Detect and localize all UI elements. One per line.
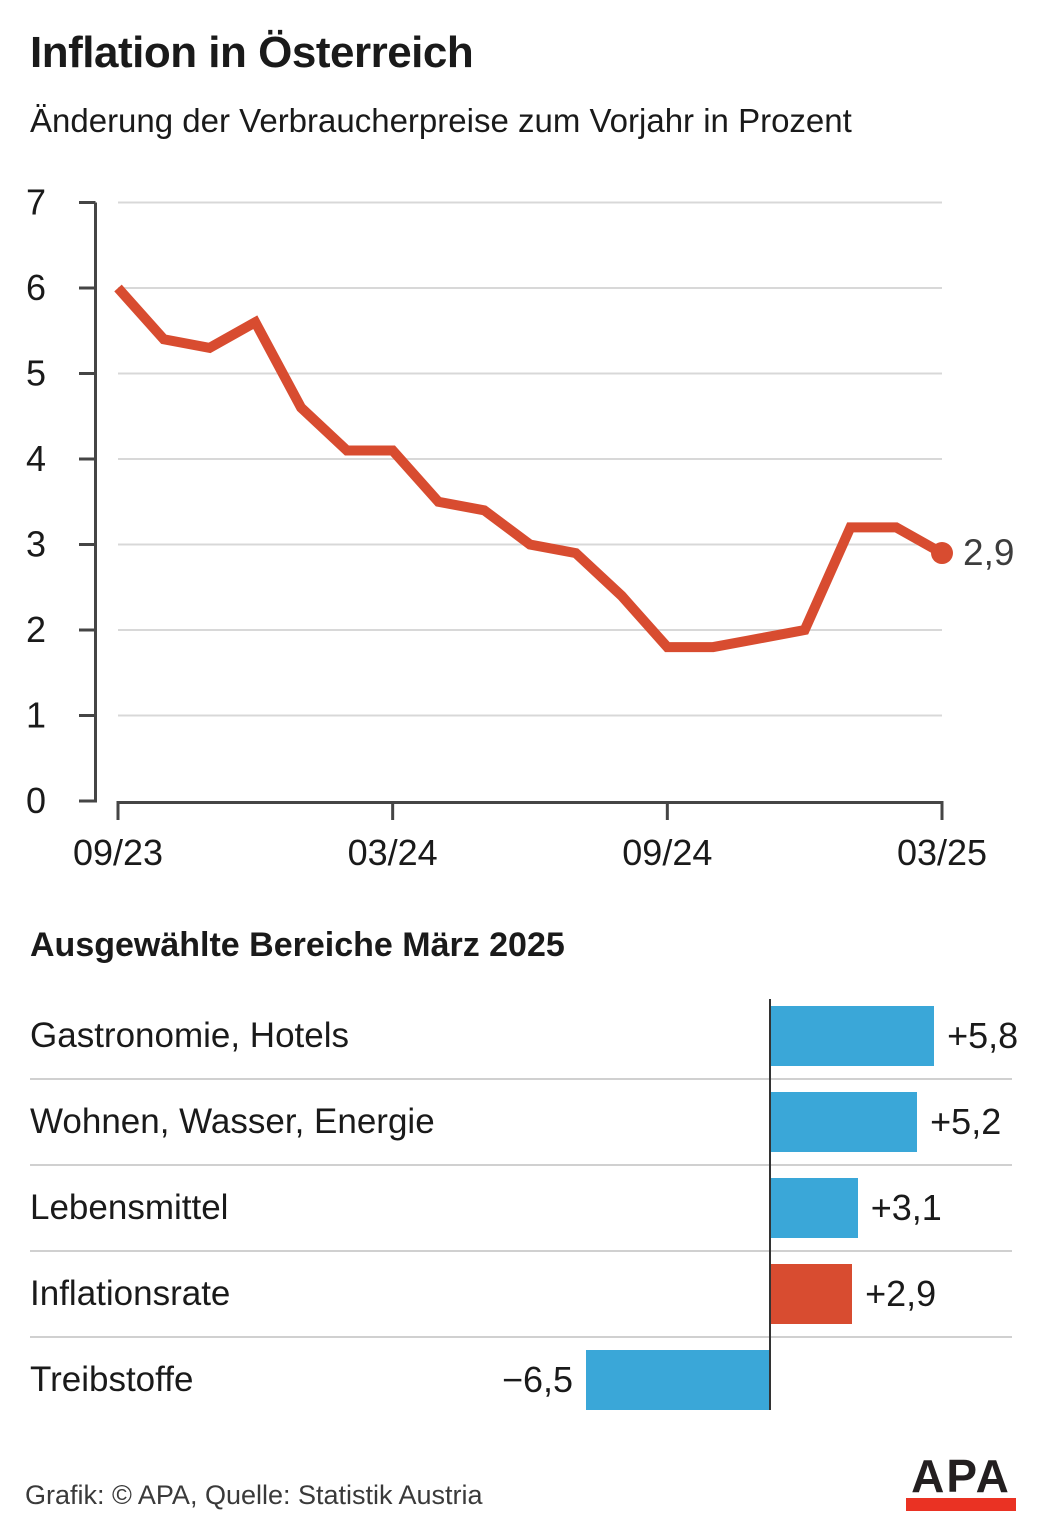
bar — [770, 1178, 858, 1238]
bar — [770, 1092, 918, 1152]
bar-value-label: +5,8 — [947, 1015, 1019, 1056]
row-separator — [30, 1078, 1012, 1080]
bar-value-label: +3,1 — [870, 1187, 942, 1228]
apa-logo: APA — [906, 1450, 1016, 1511]
y-tick-label: 3 — [26, 524, 46, 565]
bar-row-label: Wohnen, Wasser, Energie — [30, 1102, 435, 1141]
line-chart-canvas: 0 1 2 3 4 5 6 7 09/23 03/24 09/24 03/25 — [26, 182, 987, 874]
apa-logo-red-bar — [906, 1498, 1016, 1511]
row-separator — [30, 1250, 1012, 1252]
bar-row-label: Treibstoffe — [30, 1360, 194, 1399]
x-tick-label: 03/25 — [897, 832, 987, 873]
bar-row-label: Lebensmittel — [30, 1188, 229, 1227]
bar — [770, 1006, 935, 1066]
y-tick-label: 4 — [26, 438, 46, 479]
bar-row-label: Gastronomie, Hotels — [30, 1016, 350, 1055]
inflation-line-chart: 0 1 2 3 4 5 6 7 09/23 03/24 09/24 03/25 — [0, 160, 1039, 880]
x-tick-label: 03/24 — [348, 832, 438, 873]
x-tick-label: 09/24 — [622, 832, 712, 873]
bar-section-title: Ausgewählte Bereiche März 2025 — [30, 926, 565, 964]
row-separator — [30, 1336, 1012, 1338]
row-separator — [30, 1164, 1012, 1166]
bar — [586, 1350, 770, 1410]
source-credit: Grafik: © APA, Quelle: Statistik Austria — [25, 1480, 483, 1510]
apa-logo-text: APA — [911, 1450, 1011, 1502]
page-title: Inflation in Österreich — [30, 28, 474, 77]
bar-value-label: +5,2 — [930, 1101, 1002, 1142]
y-tick-label: 6 — [26, 267, 46, 308]
zero-axis-line — [769, 999, 771, 1410]
bar — [770, 1264, 853, 1324]
y-tick-label: 0 — [26, 780, 46, 821]
x-tick-label: 09/23 — [73, 832, 163, 873]
latest-point-dot — [931, 542, 953, 565]
inflation-line — [114, 284, 945, 653]
y-tick-label: 2 — [26, 609, 46, 650]
bar-value-label: +2,9 — [865, 1273, 937, 1314]
y-tick-label: 1 — [26, 695, 46, 736]
y-tick-label: 5 — [26, 353, 46, 394]
bar-value-label: −6,5 — [501, 1359, 574, 1400]
page-subtitle: Änderung der Verbraucherpreise zum Vorja… — [30, 102, 852, 139]
latest-value-label: 2,9 — [963, 532, 1015, 573]
bar-row-label: Inflationsrate — [30, 1274, 231, 1313]
y-tick-label: 7 — [26, 182, 46, 223]
